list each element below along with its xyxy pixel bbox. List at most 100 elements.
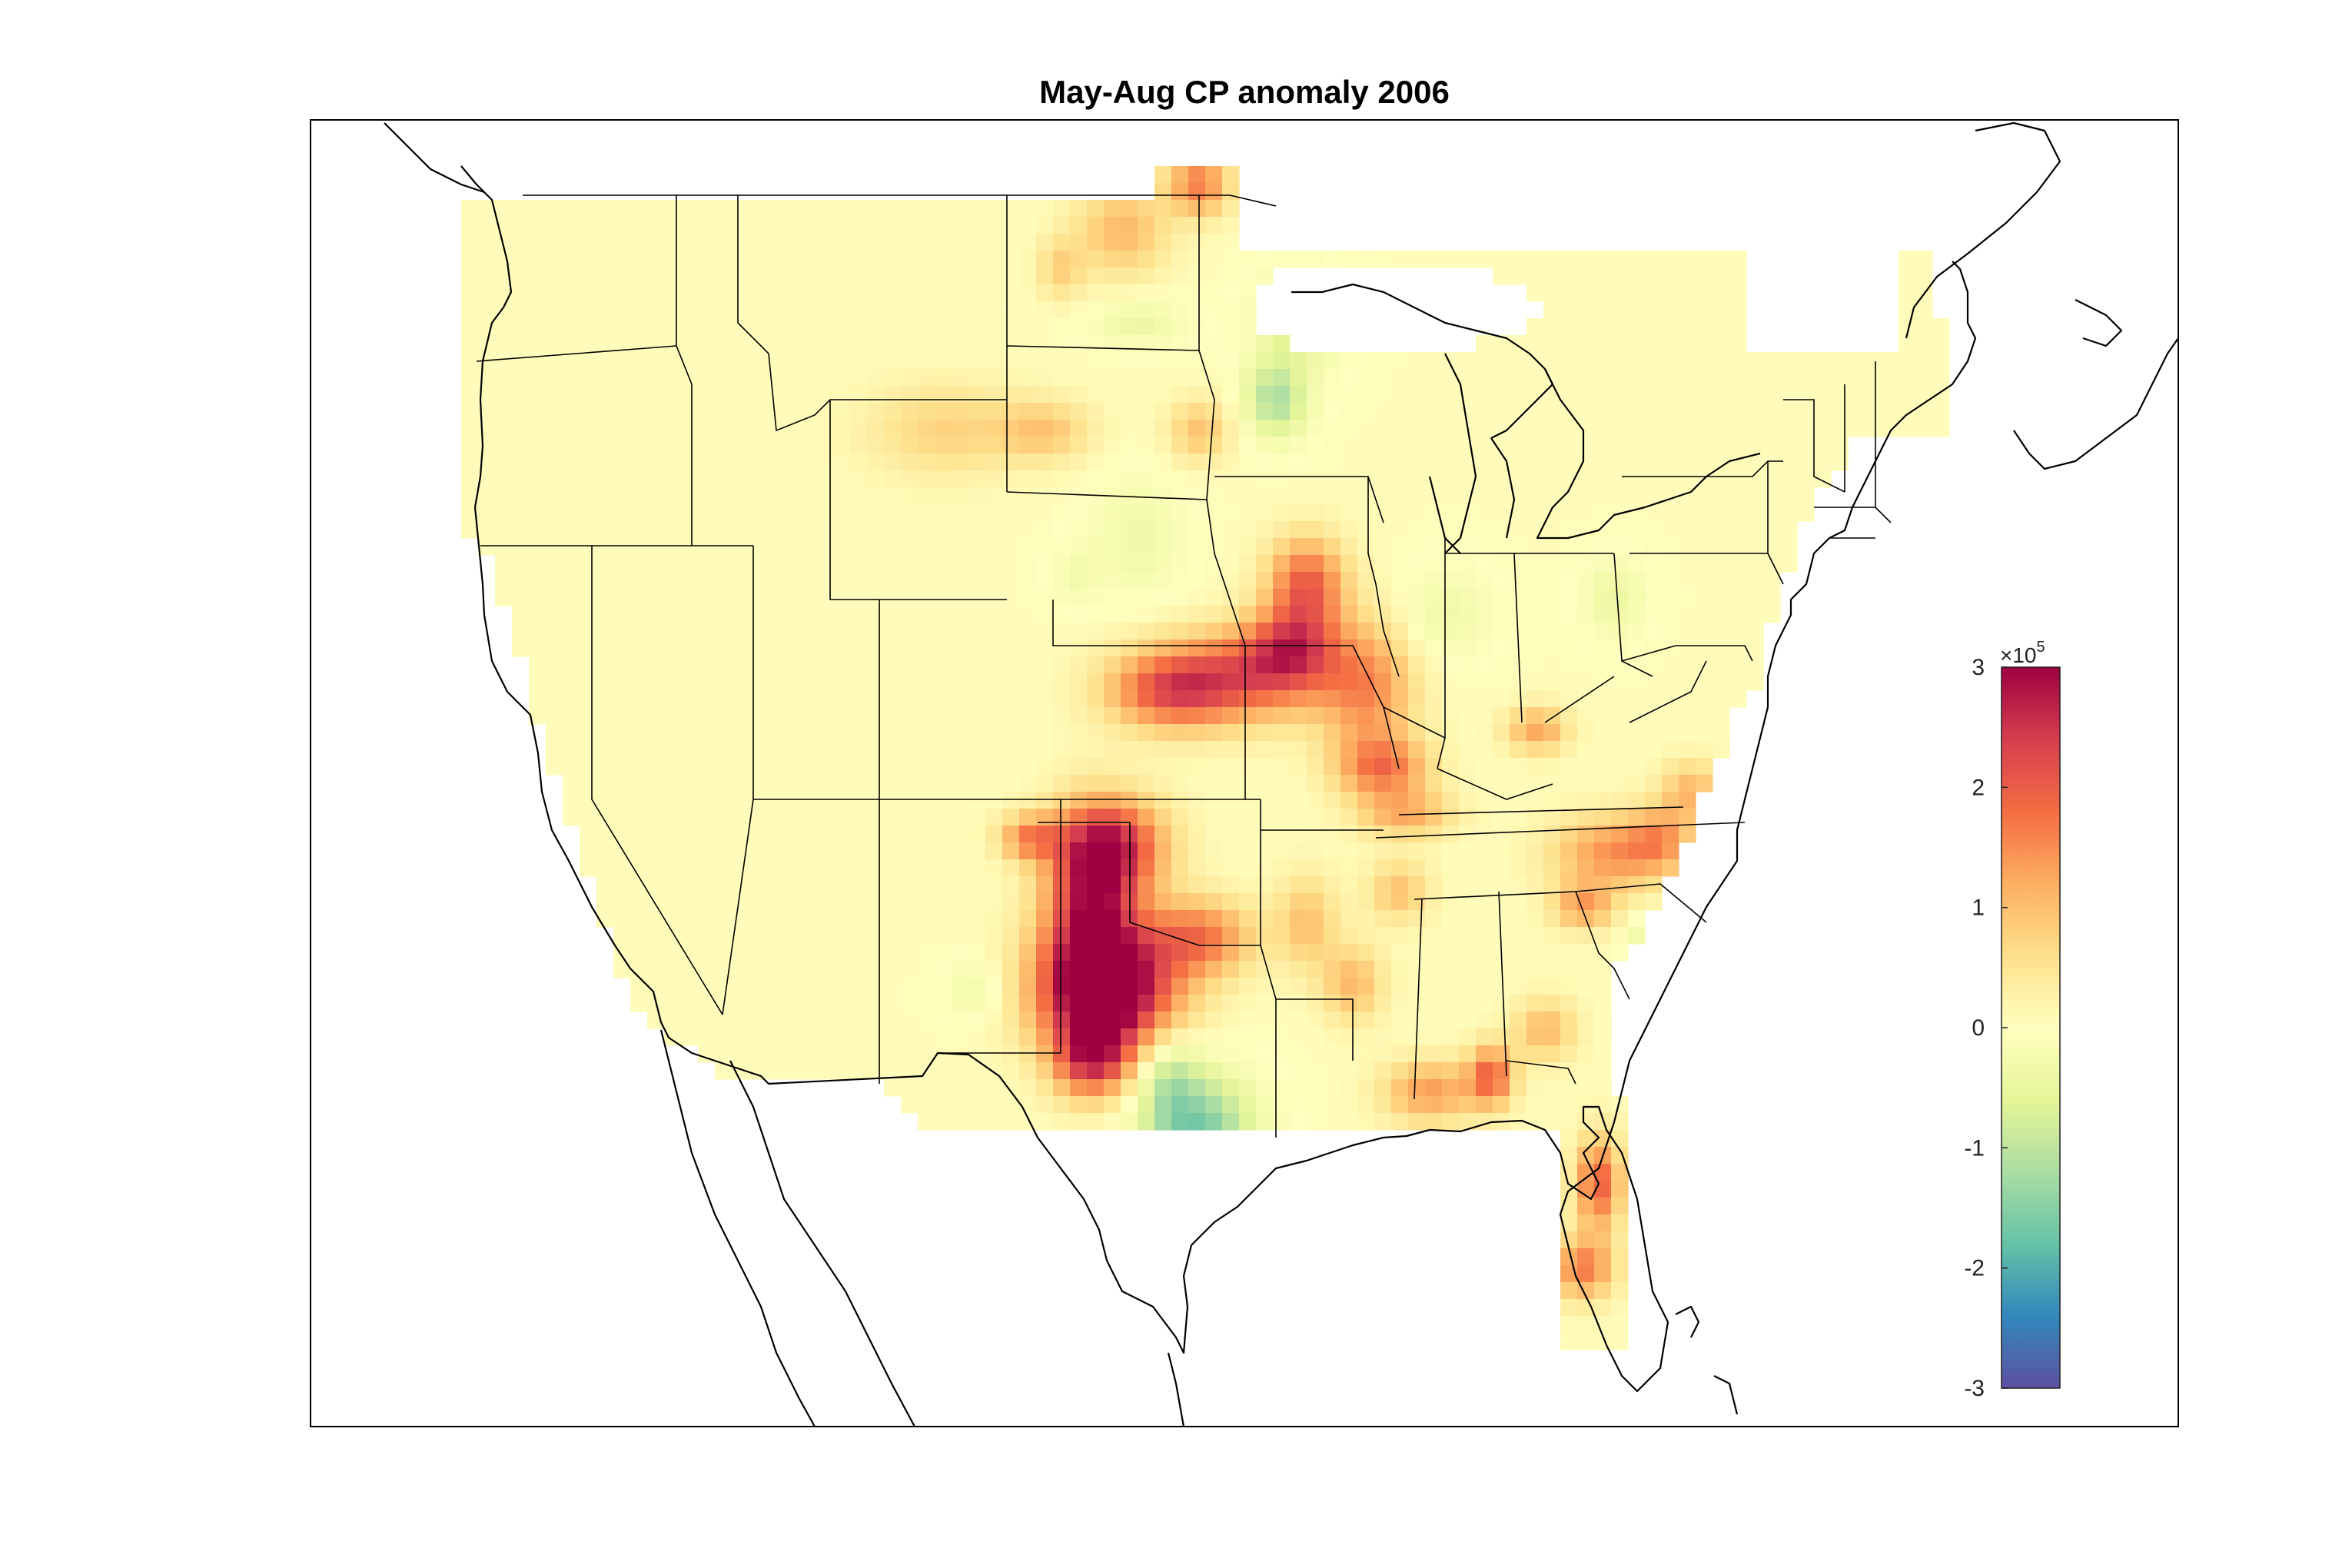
grid-cell <box>799 420 817 437</box>
grid-cell <box>630 589 648 606</box>
grid-cell <box>884 538 902 556</box>
grid-cell <box>901 470 919 488</box>
grid-cell <box>1628 470 1646 488</box>
grid-cell <box>884 555 902 573</box>
grid-cell <box>1645 403 1663 420</box>
grid-cell <box>1357 589 1375 606</box>
grid-cell <box>1340 1045 1358 1063</box>
grid-cell <box>799 234 817 251</box>
grid-cell <box>1357 555 1375 573</box>
grid-cell <box>1746 403 1764 420</box>
grid-cell <box>952 724 969 742</box>
grid-cell <box>1391 470 1409 488</box>
grid-cell <box>1577 1147 1595 1164</box>
grid-cell <box>1154 352 1172 370</box>
grid-cell <box>833 403 851 420</box>
grid-cell <box>749 251 766 268</box>
grid-cell <box>1628 352 1646 370</box>
grid-cell <box>1324 758 1341 776</box>
grid-cell <box>1307 842 1324 860</box>
grid-cell <box>580 284 597 302</box>
grid-cell <box>935 403 952 420</box>
grid-cell <box>1121 251 1138 268</box>
grid-cell <box>664 453 682 471</box>
grid-cell <box>918 403 935 420</box>
grid-cell <box>630 995 648 1012</box>
grid-cell <box>1628 724 1646 742</box>
grid-cell <box>698 995 716 1012</box>
grid-cell <box>1273 453 1291 471</box>
grid-cell <box>1273 1113 1291 1131</box>
grid-cell <box>1188 538 1206 556</box>
grid-cell <box>715 301 733 319</box>
grid-cell <box>1425 589 1443 606</box>
grid-cell <box>1459 995 1477 1012</box>
grid-cell <box>1679 369 1696 387</box>
grid-cell <box>1104 724 1121 742</box>
grid-cell <box>1729 639 1747 657</box>
grid-cell <box>985 504 1003 522</box>
grid-cell <box>1171 234 1189 251</box>
grid-cell <box>1002 420 1020 437</box>
grid-cell <box>935 724 952 742</box>
grid-cell <box>1425 826 1443 843</box>
grid-cell <box>816 453 834 471</box>
grid-cell <box>1476 470 1493 488</box>
grid-cell <box>647 335 665 353</box>
grid-cell <box>816 437 834 454</box>
grid-cell <box>816 589 834 606</box>
grid-cell <box>1510 927 1527 945</box>
grid-cell <box>1222 944 1240 962</box>
grid-cell <box>1594 521 1612 539</box>
grid-cell <box>1256 572 1274 590</box>
grid-cell <box>1087 876 1105 894</box>
grid-cell <box>749 589 766 606</box>
grid-cell <box>630 453 648 471</box>
grid-cell <box>681 961 699 978</box>
grid-cell <box>1121 707 1138 725</box>
grid-cell <box>681 944 699 962</box>
grid-cell <box>1560 775 1578 792</box>
grid-cell <box>1526 724 1544 742</box>
grid-cell <box>985 656 1003 674</box>
grid-cell <box>563 758 580 776</box>
grid-cell <box>1121 1079 1138 1097</box>
grid-cell <box>884 1062 902 1080</box>
grid-cell <box>782 775 800 792</box>
grid-cell <box>901 420 919 437</box>
grid-cell <box>850 267 868 285</box>
grid-cell <box>1746 623 1764 640</box>
grid-cell <box>1205 386 1223 404</box>
grid-cell <box>1476 589 1493 606</box>
grid-cell <box>782 690 800 708</box>
grid-cell <box>546 707 563 725</box>
grid-cell <box>1138 386 1155 404</box>
grid-cell <box>1019 893 1037 911</box>
grid-cell <box>1577 758 1595 776</box>
grid-cell <box>1476 809 1493 826</box>
grid-cell <box>1002 284 1020 302</box>
grid-cell <box>782 318 800 336</box>
grid-cell <box>613 876 631 894</box>
grid-cell <box>1154 1012 1172 1029</box>
grid-cell <box>1188 267 1206 285</box>
grid-cell <box>613 639 631 657</box>
grid-cell <box>1087 437 1105 454</box>
grid-cell <box>799 724 817 742</box>
grid-cell <box>1729 453 1747 471</box>
grid-cell <box>1645 690 1663 708</box>
grid-cell <box>1222 775 1240 792</box>
grid-cell <box>732 487 749 505</box>
grid-cell <box>1442 656 1460 674</box>
grid-cell <box>816 200 834 218</box>
grid-cell <box>1577 1248 1595 1266</box>
grid-cell <box>816 301 834 319</box>
grid-cell <box>1374 504 1392 522</box>
grid-cell <box>681 487 699 505</box>
grid-cell <box>799 437 817 454</box>
grid-cell <box>935 859 952 877</box>
grid-cell <box>1577 369 1595 387</box>
grid-cell <box>766 538 783 556</box>
grid-cell <box>495 572 513 590</box>
grid-cell <box>1611 251 1629 268</box>
